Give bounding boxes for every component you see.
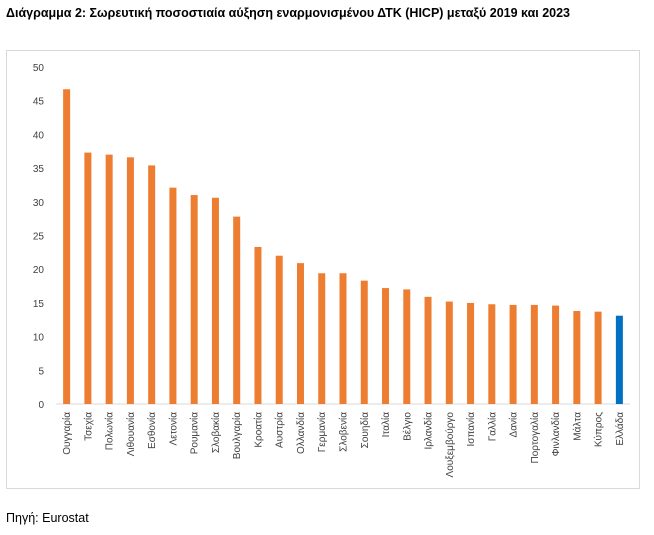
bar (126, 157, 134, 404)
bar (488, 304, 496, 404)
bar (530, 304, 538, 404)
y-tick-label: 20 (33, 265, 45, 276)
bar (594, 311, 602, 404)
bar (615, 315, 623, 404)
bar (360, 280, 368, 404)
y-tick-label: 5 (38, 366, 44, 377)
source-note: Πηγή: Eurostat (6, 511, 89, 525)
y-tick-label: 25 (33, 232, 45, 243)
bar (509, 304, 517, 404)
x-tick-label: Λετονία (167, 412, 179, 446)
x-tick-label: Λουξεμβούργο (444, 412, 456, 478)
bar (84, 152, 92, 404)
bar (211, 197, 219, 404)
x-tick-label: Κύπρος (593, 412, 605, 447)
bar (382, 288, 390, 404)
chart-frame (6, 50, 640, 489)
y-tick-label: 0 (38, 400, 44, 411)
x-tick-label: Γερμανία (316, 412, 328, 452)
x-tick-label: Ελλάδα (614, 412, 626, 446)
y-tick-label: 40 (33, 130, 45, 141)
chart-title: Διάγραμμα 2: Σωρευτική ποσοστιαία αύξηση… (6, 6, 571, 20)
y-tick-label: 10 (33, 333, 45, 344)
bar (552, 305, 560, 404)
bar (445, 301, 453, 404)
bar (190, 195, 198, 404)
x-tick-label: Λιθουανία (125, 412, 137, 456)
bar (573, 310, 581, 404)
x-tick-label: Σλοβακία (210, 412, 222, 453)
x-tick-label: Δανία (508, 412, 520, 438)
bar (254, 246, 262, 404)
bar (403, 289, 411, 404)
bar (148, 165, 156, 404)
bar (339, 273, 347, 404)
bar (296, 263, 304, 404)
x-tick-label: Ρουμανία (189, 412, 201, 454)
x-tick-label: Βέλγιο (401, 412, 413, 441)
x-tick-label: Φινλανδία (550, 412, 562, 457)
x-tick-label: Τσεχία (82, 412, 94, 441)
bar (467, 302, 475, 404)
bar (318, 273, 326, 404)
x-tick-label: Ολλανδία (295, 412, 307, 454)
bar (169, 187, 177, 404)
x-tick-label: Γαλλία (486, 412, 498, 442)
x-tick-label: Πολωνία (104, 412, 116, 450)
x-tick-label: Μάλτα (571, 412, 583, 441)
y-tick-label: 50 (33, 63, 45, 74)
x-tick-label: Σουηδία (359, 412, 371, 449)
x-tick-label: Ισπανία (465, 412, 477, 447)
x-tick-label: Βουλγαρία (231, 412, 243, 459)
x-tick-label: Κροατία (252, 412, 264, 448)
x-tick-label: Ιρλανδία (423, 412, 435, 450)
x-tick-label: Ιταλία (380, 412, 392, 438)
x-tick-label: Πορτογαλία (529, 412, 541, 464)
x-tick-label: Αυστρία (274, 412, 286, 448)
y-tick-label: 35 (33, 164, 45, 175)
y-tick-label: 15 (33, 299, 45, 310)
y-tick-label: 45 (33, 97, 45, 108)
x-tick-label: Εσθονία (146, 412, 158, 449)
bar (275, 255, 283, 404)
bar (63, 89, 71, 404)
x-tick-label: Ουγγαρία (61, 412, 73, 455)
bar (424, 296, 432, 404)
bar (105, 154, 113, 404)
y-tick-label: 30 (33, 198, 45, 209)
x-tick-label: Σλοβενία (338, 412, 350, 452)
bar (233, 216, 241, 404)
